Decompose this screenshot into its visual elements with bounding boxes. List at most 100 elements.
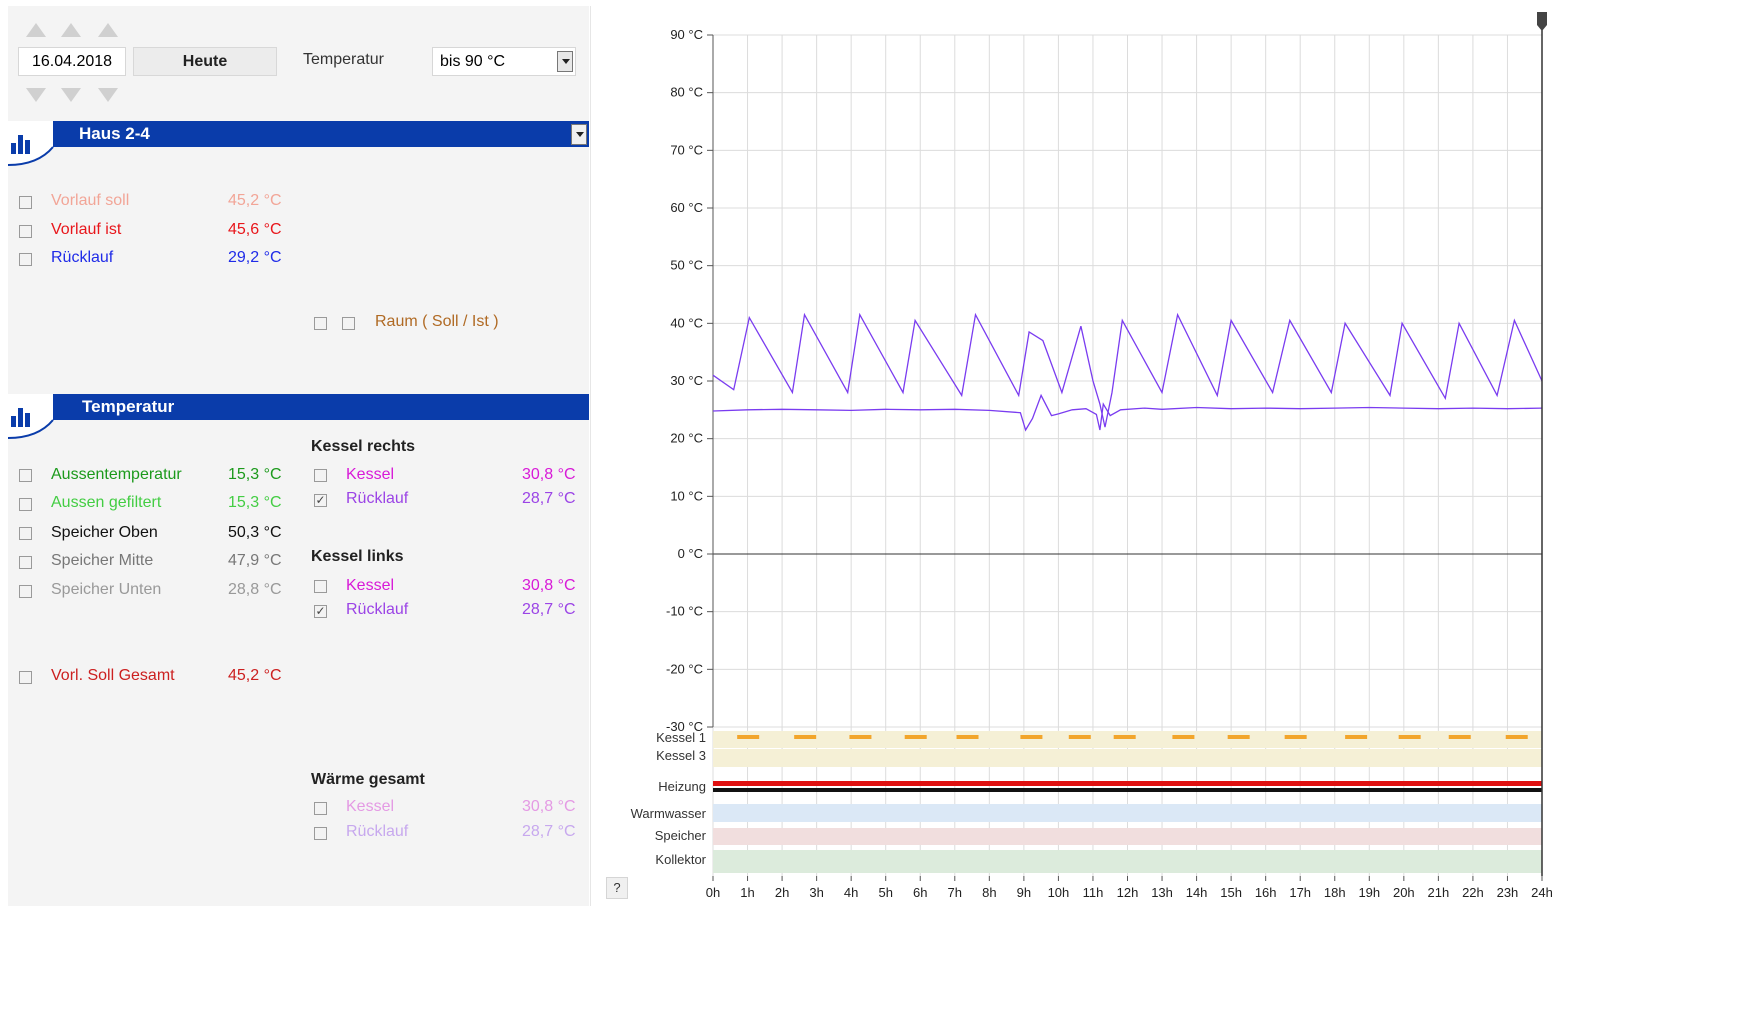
row-label: Rücklauf <box>346 823 409 840</box>
row-label: Vorlauf soll <box>51 192 130 209</box>
row-value: 50,3 °C <box>228 524 282 541</box>
checkbox[interactable] <box>19 253 32 266</box>
status-lane-bar <box>713 749 1542 767</box>
x-tick-label: 22h <box>1462 885 1484 900</box>
status-lane-dash <box>849 735 872 739</box>
status-lane-dash <box>1505 735 1528 739</box>
x-tick-label: 11h <box>1083 885 1104 900</box>
x-tick-label: 20h <box>1393 885 1415 900</box>
room-ist-checkbox[interactable] <box>342 317 355 330</box>
checkbox[interactable] <box>19 671 32 684</box>
y-tick-label: 90 °C <box>670 27 703 42</box>
x-tick-label: 18h <box>1324 885 1346 900</box>
x-tick-label: 17h <box>1289 885 1311 900</box>
y-tick-label: 20 °C <box>670 431 703 446</box>
status-lane-label: Kollektor <box>655 852 706 867</box>
checkbox[interactable] <box>19 556 32 569</box>
day-down-arrow-icon[interactable] <box>26 88 46 102</box>
checkbox[interactable] <box>314 827 327 840</box>
row-label: Vorlauf ist <box>51 221 122 238</box>
help-button[interactable]: ? <box>606 877 628 899</box>
status-lane-dash <box>1345 735 1368 739</box>
status-lane-bar <box>713 850 1542 873</box>
day-up-arrow-icon[interactable] <box>26 23 46 37</box>
row-value: 28,7 °C <box>522 823 576 840</box>
room-soll-checkbox[interactable] <box>314 317 327 330</box>
row-value: 29,2 °C <box>228 249 282 266</box>
status-lane-dash <box>1227 735 1250 739</box>
x-tick-label: 14h <box>1186 885 1208 900</box>
row-label: Aussen gefiltert <box>51 494 162 511</box>
x-tick-label: 0h <box>706 885 720 900</box>
y-tick-label: 70 °C <box>670 142 703 157</box>
status-lane-dash <box>1284 735 1307 739</box>
status-lane-bar <box>713 788 1542 792</box>
month-down-arrow-icon[interactable] <box>61 88 81 102</box>
checkbox[interactable] <box>314 580 327 593</box>
status-lane-bar <box>713 804 1542 822</box>
today-button[interactable]: Heute <box>133 47 277 76</box>
checkbox[interactable] <box>314 802 327 815</box>
status-lane-dash <box>1113 735 1136 739</box>
row-label: Rücklauf <box>51 249 114 266</box>
checkbox[interactable] <box>19 196 32 209</box>
row-value: 45,2 °C <box>228 192 282 209</box>
month-up-arrow-icon[interactable] <box>61 23 81 37</box>
y-tick-label: -20 °C <box>666 661 703 676</box>
row-label: Aussentemperatur <box>51 466 182 483</box>
x-tick-label: 6h <box>913 885 927 900</box>
checkbox[interactable] <box>19 585 32 598</box>
status-lane-label: Warmwasser <box>631 806 707 821</box>
year-down-arrow-icon[interactable] <box>98 88 118 102</box>
temperature-range-select[interactable]: bis 90 °C <box>432 47 576 76</box>
chevron-down-icon[interactable] <box>557 51 573 72</box>
y-tick-label: 50 °C <box>670 258 703 273</box>
checkbox[interactable] <box>19 498 32 511</box>
checkbox[interactable] <box>19 527 32 540</box>
row-value: 45,6 °C <box>228 221 282 238</box>
status-lane-dash <box>904 735 927 739</box>
checkbox[interactable] <box>314 469 327 482</box>
bar-chart-icon <box>8 394 54 439</box>
x-tick-label: 7h <box>948 885 962 900</box>
x-tick-label: 16h <box>1255 885 1277 900</box>
x-tick-label: 9h <box>1017 885 1031 900</box>
status-lane-dash <box>794 735 817 739</box>
checkbox[interactable] <box>19 225 32 238</box>
row-value: 45,2 °C <box>228 667 282 684</box>
row-label: Rücklauf <box>346 490 409 507</box>
y-tick-label: -30 °C <box>666 719 703 734</box>
control-panel <box>8 6 589 906</box>
status-lane-dash <box>1172 735 1195 739</box>
checkbox-checked[interactable]: ✓ <box>314 604 327 618</box>
kessel-rechts-heading: Kessel rechts <box>311 438 416 455</box>
kessel-links-heading: Kessel links <box>311 548 404 565</box>
y-tick-label: 60 °C <box>670 200 703 215</box>
room-label: Raum ( Soll / Ist ) <box>375 313 499 330</box>
checkbox[interactable] <box>19 469 32 482</box>
row-label: Rücklauf <box>346 601 409 618</box>
temperature-range-label: Temperatur <box>303 51 384 68</box>
row-value: 30,8 °C <box>522 798 576 815</box>
waerme-gesamt-heading: Wärme gesamt <box>311 771 425 788</box>
row-label: Speicher Oben <box>51 524 158 541</box>
x-tick-label: 1h <box>740 885 754 900</box>
row-value: 28,8 °C <box>228 581 282 598</box>
status-lane-dash <box>1068 735 1091 739</box>
x-tick-label: 8h <box>982 885 996 900</box>
status-lane-dash <box>1448 735 1471 739</box>
status-lane-bar <box>713 781 1542 786</box>
row-value: 30,8 °C <box>522 466 576 483</box>
year-up-arrow-icon[interactable] <box>98 23 118 37</box>
status-lane-dash <box>956 735 979 739</box>
temperature-panel-header <box>8 394 589 420</box>
x-tick-label: 3h <box>809 885 823 900</box>
date-input[interactable]: 16.04.2018 <box>18 47 126 76</box>
x-tick-label: 23h <box>1497 885 1519 900</box>
status-lane-dash <box>1398 735 1421 739</box>
haus-select-chevron-icon[interactable] <box>571 124 587 145</box>
row-value: 15,3 °C <box>228 466 282 483</box>
haus-panel-title: Haus 2-4 <box>79 124 150 143</box>
checkbox-checked[interactable]: ✓ <box>314 493 327 507</box>
